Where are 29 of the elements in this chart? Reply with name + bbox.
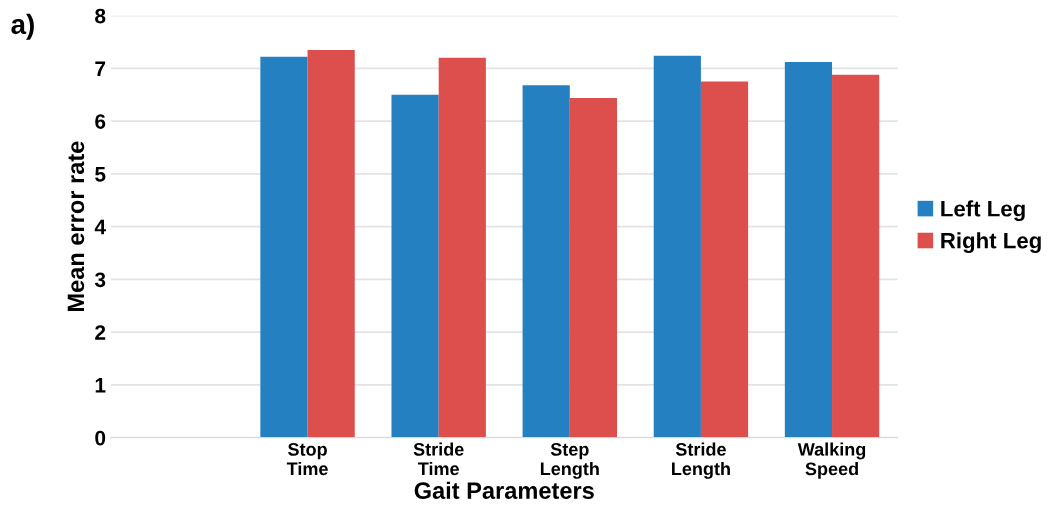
bar xyxy=(569,97,617,438)
y-tick-label: 4 xyxy=(94,219,106,235)
x-axis-title: Gait Parameters xyxy=(414,481,594,499)
legend-label: Right Leg xyxy=(941,232,1041,253)
y-tick-label: 7 xyxy=(95,61,106,76)
x-tick-label: Stride Time xyxy=(413,442,464,476)
text: a) xyxy=(11,13,34,40)
x-tick-label: Stop Time xyxy=(286,442,328,476)
y-tick-label: 3 xyxy=(94,272,106,288)
y-axis-title: Mean error rate xyxy=(67,141,85,312)
y-tick-label: 0 xyxy=(95,430,106,446)
bar xyxy=(832,74,880,438)
y-tick-label: 6 xyxy=(95,114,106,129)
y-tick-label: 1 xyxy=(95,378,106,393)
x-tick-label: Walking Speed xyxy=(797,442,866,479)
y-tick-label: 8 xyxy=(95,8,106,24)
y-tick-label: 5 xyxy=(95,167,106,182)
y-tick-label: 2 xyxy=(95,325,106,340)
bar xyxy=(260,56,308,438)
bar xyxy=(391,94,439,438)
bar xyxy=(522,85,570,438)
x-tick-label: Stride Length xyxy=(672,442,730,479)
legend-label: Left Leg xyxy=(941,200,1025,222)
bar xyxy=(700,81,749,438)
bar xyxy=(438,57,486,438)
bar xyxy=(653,55,701,438)
bar xyxy=(784,62,833,438)
bar xyxy=(307,49,355,438)
x-tick-label: Step Length xyxy=(540,442,599,479)
